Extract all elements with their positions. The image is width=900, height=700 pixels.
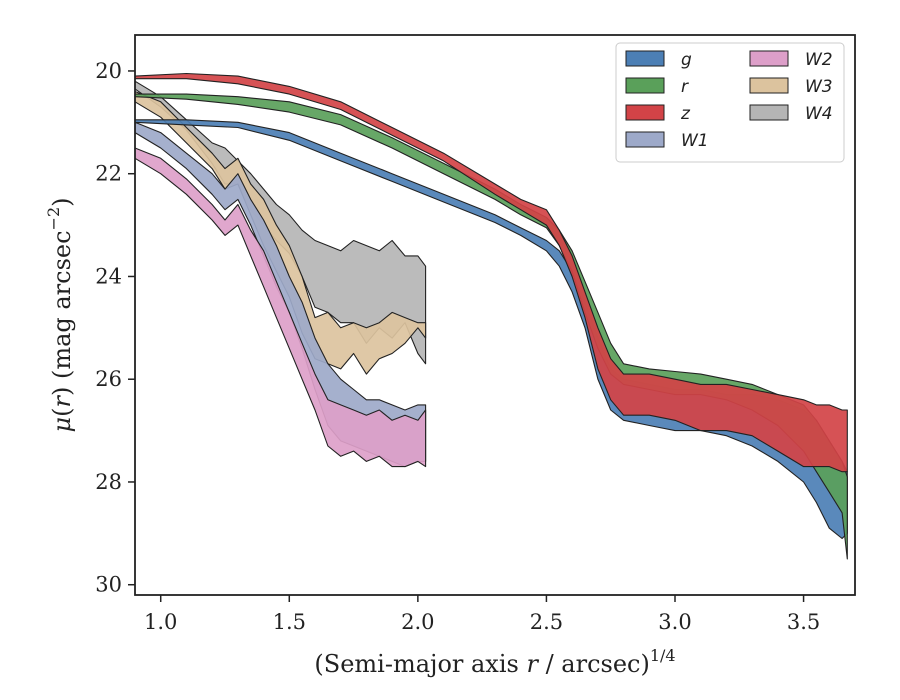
- x-axis-ticks: 1.0 1.5 2.0 2.5 3.0 3.5: [144, 595, 820, 634]
- legend-box: [615, 42, 845, 163]
- x-axis-title: (Semi-major axis r / arcsec)1/4: [314, 646, 675, 678]
- y-axis-ticks: 20 22 24 26 28 30: [95, 59, 135, 597]
- y-tick-label: 28: [95, 470, 122, 494]
- band-w2: [134, 147, 427, 468]
- y-tick-label: 26: [95, 367, 122, 391]
- y-tick-label: 22: [95, 162, 122, 186]
- legend-swatch-w1: [625, 131, 665, 148]
- legend-label-g: g: [681, 50, 692, 70]
- legend-label-w2: W2: [805, 50, 833, 70]
- y-tick-label: 24: [95, 264, 122, 288]
- x-tick-label: 3.0: [658, 610, 691, 634]
- x-tick-label: 1.0: [144, 610, 177, 634]
- legend-swatch-w3: [749, 77, 789, 94]
- plot-frame: [134, 34, 856, 596]
- legend-swatch-r: [625, 77, 665, 94]
- y-tick-label: 30: [95, 573, 122, 597]
- legend-swatch-g: [625, 50, 665, 67]
- band-r: [134, 93, 848, 560]
- legend-label-w4: W4: [805, 104, 833, 124]
- legend-swatch-w4: [749, 104, 789, 121]
- legend-label-r: r: [681, 77, 689, 97]
- x-tick-label: 2.5: [530, 610, 563, 634]
- legend: grz W1 W2 W3 W4: [615, 42, 845, 163]
- legend-swatch-w2: [749, 50, 789, 67]
- profile-bands: [134, 72, 848, 560]
- band-z: [134, 72, 848, 473]
- y-axis-title: μ(r) (mag arcsec−2): [44, 197, 76, 432]
- legend-swatch-z: [625, 104, 665, 121]
- legend-label-z: z: [680, 104, 691, 124]
- x-tick-label: 3.5: [787, 610, 820, 634]
- y-tick-label: 20: [95, 59, 122, 83]
- x-tick-label: 2.0: [401, 610, 434, 634]
- x-tick-label: 1.5: [273, 610, 306, 634]
- legend-label-w3: W3: [805, 77, 833, 97]
- legend-label-w1: W1: [681, 131, 709, 151]
